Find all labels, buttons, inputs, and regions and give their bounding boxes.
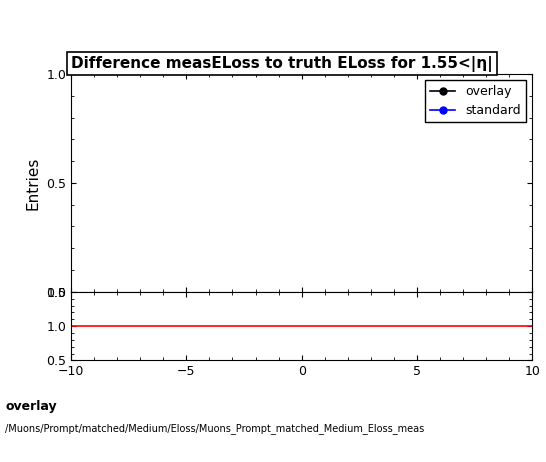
Y-axis label: Entries: Entries — [26, 156, 40, 210]
Text: Difference measELoss to truth ELoss for 1.55<|η|: Difference measELoss to truth ELoss for … — [71, 55, 493, 72]
Text: overlay: overlay — [5, 400, 57, 413]
Legend: overlay, standard: overlay, standard — [425, 80, 526, 122]
Text: /Muons/Prompt/matched/Medium/Eloss/Muons_Prompt_matched_Medium_Eloss_meas: /Muons/Prompt/matched/Medium/Eloss/Muons… — [5, 423, 425, 434]
